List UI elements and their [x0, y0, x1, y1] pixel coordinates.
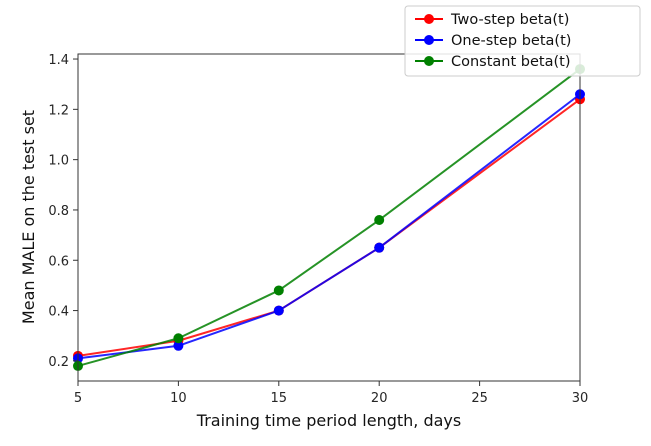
y-tick-label: 0.2: [48, 355, 69, 370]
data-point: [173, 333, 184, 344]
legend-item: One-step beta(t): [415, 33, 571, 49]
x-tick-label: 25: [471, 391, 488, 406]
legend-marker: [424, 14, 434, 24]
series-line: [77, 68, 581, 367]
y-tick-label: 1.4: [48, 53, 69, 68]
y-tick-label: 1.2: [48, 103, 69, 118]
x-tick-label: 30: [572, 391, 589, 406]
data-point: [374, 242, 385, 253]
data-point: [374, 215, 385, 226]
y-axis: 0.2 0.4 0.6 0.8 1.0 1.2 1.4: [48, 53, 78, 370]
legend-marker: [424, 35, 434, 45]
data-point: [173, 340, 184, 351]
series-line: [77, 98, 581, 357]
data-point: [273, 305, 284, 316]
plot-area: [73, 64, 585, 371]
y-tick-label: 1.0: [48, 154, 69, 169]
x-axis: 5 10 15 20 25 30: [74, 381, 588, 406]
series-1: [73, 94, 585, 361]
y-tick-label: 0.4: [48, 305, 69, 320]
legend-box: [404, 5, 641, 77]
x-tick-label: 20: [371, 391, 388, 406]
legend-marker: [424, 56, 434, 66]
x-tick-label: 5: [74, 391, 82, 406]
x-tick-label: 15: [271, 391, 288, 406]
x-axis-label: Training time period length, days: [196, 411, 461, 430]
y-tick-label: 0.6: [48, 254, 69, 269]
plot-frame: [77, 53, 581, 382]
y-tick-label: 0.8: [48, 204, 69, 219]
legend: Two-step beta(t) One-step beta(t) Constant…: [404, 5, 641, 77]
legend-item: Constant beta(t): [415, 54, 571, 70]
legend-item: Two-step beta(t): [415, 12, 569, 28]
series-line: [77, 93, 581, 360]
data-point: [273, 285, 284, 296]
x-tick-label: 10: [170, 391, 187, 406]
y-axis-label: Mean MALE on the test set: [19, 110, 38, 324]
legend-label: Constant beta(t): [451, 54, 571, 70]
legend-label: One-step beta(t): [451, 33, 571, 49]
legend-label: Two-step beta(t): [450, 12, 569, 28]
series-3: [73, 64, 585, 371]
series-2: [73, 89, 585, 364]
